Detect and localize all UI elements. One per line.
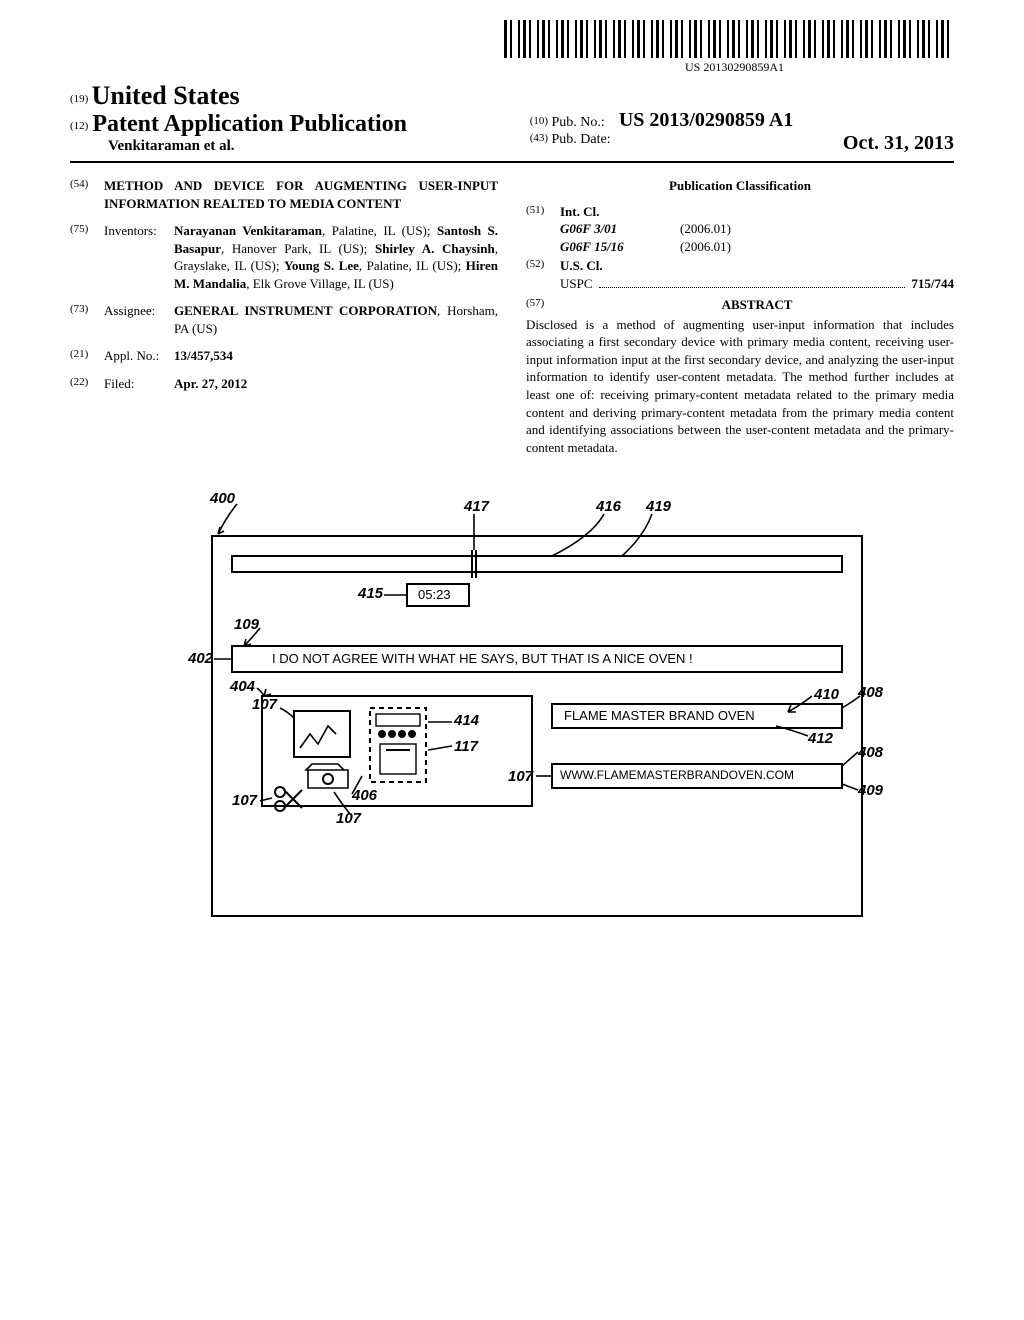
assignee-code: (73) xyxy=(70,302,104,337)
assignee-body: GENERAL INSTRUMENT CORPORATION, Horsham,… xyxy=(174,302,498,337)
fig-label-417: 417 xyxy=(464,498,489,515)
fig-box1: FLAME MASTER BRAND OVEN xyxy=(564,708,755,723)
left-column: (54) METHOD AND DEVICE FOR AUGMENTING US… xyxy=(70,177,498,456)
fig-time: 05:23 xyxy=(418,587,451,602)
fig-label-416: 416 xyxy=(596,498,621,515)
barcode-graphic xyxy=(504,20,954,58)
inventor-name: Shirley A. Chaysinh xyxy=(375,241,495,256)
fig-label-107a: 107 xyxy=(252,696,277,713)
fig-label-404: 404 xyxy=(230,678,255,695)
header: (19) United States (12) Patent Applicati… xyxy=(70,81,954,155)
author-line: Venkitaraman et al. xyxy=(108,138,494,155)
fig-text-input: I DO NOT AGREE WITH WHAT HE SAYS, BUT TH… xyxy=(272,651,693,666)
classification-heading: Publication Classification xyxy=(526,177,954,195)
inventors-code: (75) xyxy=(70,222,104,292)
inventor-loc: Elk Grove Village, IL (US) xyxy=(253,276,394,291)
country-name: United States xyxy=(92,81,240,110)
body-columns: (54) METHOD AND DEVICE FOR AUGMENTING US… xyxy=(70,177,954,456)
pub-no-label: Pub. No.: xyxy=(552,115,605,130)
inventor-loc: Hanover Park, IL (US) xyxy=(232,241,364,256)
dot-leader xyxy=(599,278,906,288)
fig-label-414: 414 xyxy=(454,712,479,729)
divider xyxy=(70,161,954,163)
fig-label-402: 402 xyxy=(188,650,213,667)
assignee-name: GENERAL INSTRUMENT CORPORATION xyxy=(174,303,437,318)
pub-date-label: Pub. Date: xyxy=(552,132,611,147)
assignee-label: Assignee: xyxy=(104,302,174,337)
pub-date-code: (43) xyxy=(530,132,548,144)
uspc-label: USPC xyxy=(560,275,593,293)
inventor-loc: Grayslake, IL (US) xyxy=(174,258,276,273)
barcode-number: US 20130290859A1 xyxy=(70,60,954,75)
invention-title: METHOD AND DEVICE FOR AUGMENTING USER-IN… xyxy=(104,177,498,212)
fig-label-415: 415 xyxy=(358,585,383,602)
intcl-code-value: G06F 3/01 xyxy=(560,220,680,238)
intcl-year: (2006.01) xyxy=(680,220,731,238)
country-code: (19) xyxy=(70,93,88,105)
inventor-loc: Palatine, IL (US) xyxy=(332,223,427,238)
fig-label-107b: 107 xyxy=(232,792,257,809)
fig-label-408a: 408 xyxy=(858,684,883,701)
pub-no-code: (10) xyxy=(530,115,548,127)
appl-no: 13/457,534 xyxy=(174,348,233,363)
appl-label: Appl. No.: xyxy=(104,347,174,365)
fig-label-107c: 107 xyxy=(336,810,361,827)
fig-label-406: 406 xyxy=(352,787,377,804)
fig-label-408b: 408 xyxy=(858,744,883,761)
fig-label-400: 400 xyxy=(210,490,235,507)
abstract-text: Disclosed is a method of augmenting user… xyxy=(526,316,954,456)
pub-date-value: Oct. 31, 2013 xyxy=(843,132,954,155)
pub-no-value: US 2013/0290859 A1 xyxy=(619,109,793,131)
uscl-code: (52) xyxy=(526,257,560,292)
fig-label-117: 117 xyxy=(454,738,478,755)
fig-label-109: 109 xyxy=(234,616,259,633)
uscl-label: U.S. Cl. xyxy=(560,258,603,273)
fig-label-107d: 107 xyxy=(508,768,533,785)
abstract-heading: ABSTRACT xyxy=(560,296,954,314)
inventor-name: Narayanan Venkitaraman xyxy=(174,223,322,238)
inventor-name: Young S. Lee xyxy=(284,258,359,273)
patent-figure: 400 417 416 419 415 05:23 109 402 I DO N… xyxy=(152,496,872,926)
appl-code: (21) xyxy=(70,347,104,365)
barcode-block: US 20130290859A1 xyxy=(70,20,954,75)
filed-label: Filed: xyxy=(104,375,174,393)
fig-label-412: 412 xyxy=(808,730,833,747)
abstract-code: (57) xyxy=(526,296,560,314)
inventors-list: Narayanan Venkitaraman, Palatine, IL (US… xyxy=(174,222,498,292)
filed-code: (22) xyxy=(70,375,104,393)
right-column: Publication Classification (51) Int. Cl.… xyxy=(526,177,954,456)
intcl-code-value: G06F 15/16 xyxy=(560,238,680,256)
fig-label-410: 410 xyxy=(814,686,839,703)
intcl-year: (2006.01) xyxy=(680,238,731,256)
title-code: (54) xyxy=(70,177,104,212)
inventor-loc: Palatine, IL (US) xyxy=(367,258,458,273)
intcl-label: Int. Cl. xyxy=(560,204,599,219)
uspc-value: 715/744 xyxy=(911,275,954,293)
intcl-code: (51) xyxy=(526,203,560,256)
fig-label-419: 419 xyxy=(646,498,671,515)
doc-type: Patent Application Publication xyxy=(92,111,407,137)
inventors-label: Inventors: xyxy=(104,222,174,292)
doc-type-code: (12) xyxy=(70,120,88,132)
fig-label-409: 409 xyxy=(858,782,883,799)
fig-box2: WWW.FLAMEMASTERBRANDOVEN.COM xyxy=(560,768,794,782)
filed-date: Apr. 27, 2012 xyxy=(174,376,247,391)
